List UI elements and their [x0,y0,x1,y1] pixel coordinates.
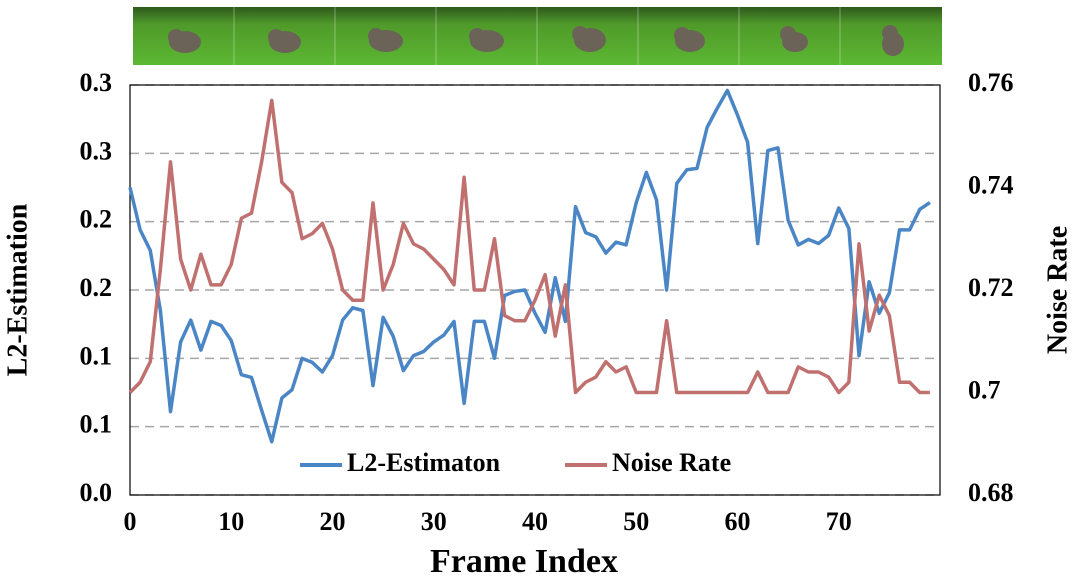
y-tick-label: 0.1 [80,341,113,370]
x-tick-label: 30 [421,507,447,536]
y2-tick-label: 0.72 [968,273,1014,302]
y-tick-label: 0.0 [80,478,113,507]
x-tick-label: 60 [725,507,751,536]
y-tick-label: 0.1 [80,410,113,439]
x-axis-title: Frame Index [430,543,618,580]
y-axis-title: L2-Estimation [2,203,33,376]
y2-tick-label: 0.7 [968,375,1001,404]
y2-tick-label: 0.68 [968,478,1014,507]
y-tick-label: 0.2 [80,273,113,302]
legend-label: Noise Rate [612,448,731,477]
thumbnail-dividers [233,7,841,65]
x-tick-label: 20 [320,507,346,536]
y2-axis-title: Noise Rate [1042,226,1073,354]
y-tick-label: 0.2 [80,205,113,234]
legend-label: L2-Estimaton [347,448,501,477]
y-tick-label: 0.3 [80,136,113,165]
x-tick-label: 40 [522,507,548,536]
thumbnail-strip [133,7,942,65]
plot-border [129,84,941,496]
series-line [128,98,930,395]
cats [168,25,904,56]
y-tick-label: 0.3 [80,68,113,97]
y2-tick-label: 0.74 [968,170,1014,199]
frame-thumbnails [133,7,942,65]
series-line [128,88,931,444]
x-tick-label: 50 [623,507,649,536]
x-tick-label: 10 [218,507,244,536]
x-tick-label: 0 [124,507,137,536]
x-tick-label: 70 [826,507,852,536]
y2-tick-label: 0.76 [968,68,1014,97]
